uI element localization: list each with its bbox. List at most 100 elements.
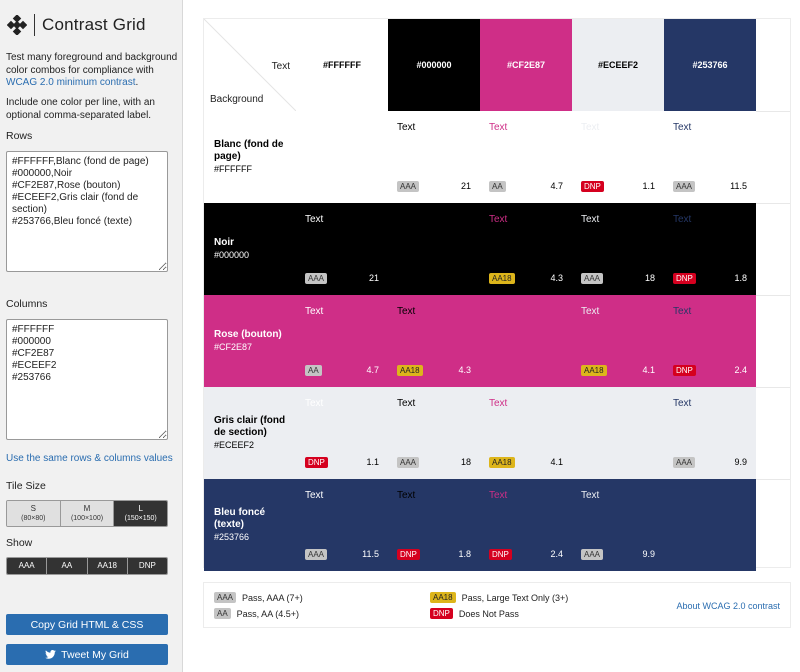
columns-textarea[interactable]: #FFFFFF #000000 #CF2E87 #ECEEF2 #253766 bbox=[6, 319, 168, 440]
tile-size-label: S bbox=[30, 503, 36, 513]
contrast-ratio: 21 bbox=[460, 181, 471, 191]
sample-text: Text bbox=[581, 490, 600, 501]
status-badge: AA18 bbox=[489, 273, 515, 284]
show-filter: AAA AA AA18 DNP bbox=[6, 557, 168, 575]
sample-text: Text bbox=[489, 122, 508, 133]
contrast-ratio: 4.3 bbox=[550, 273, 563, 283]
contrast-cell: Text AA 4.7 bbox=[480, 111, 572, 203]
legend-item: DNP Does Not Pass bbox=[430, 608, 519, 619]
description: Test many foreground and background colo… bbox=[6, 52, 178, 90]
row-header: Noir #000000 bbox=[204, 203, 296, 295]
status-badge: AA18 bbox=[489, 457, 515, 468]
sample-text: Text bbox=[673, 214, 692, 225]
copy-grid-button[interactable]: Copy Grid HTML & CSS bbox=[6, 614, 168, 635]
contrast-cell: Text AA18 4.3 bbox=[480, 203, 572, 295]
contrast-cell bbox=[480, 295, 572, 387]
contrast-cell: Text AAA 21 bbox=[388, 111, 480, 203]
show-label: Show bbox=[6, 537, 33, 549]
grid-logo-icon bbox=[7, 15, 27, 35]
contrast-ratio: 18 bbox=[460, 457, 471, 467]
status-badge: DNP bbox=[581, 181, 604, 192]
contrast-ratio: 1.1 bbox=[642, 181, 655, 191]
tile-size-l-button[interactable]: L (150×150) bbox=[114, 501, 167, 526]
status-badge: DNP bbox=[673, 273, 696, 284]
sample-text: Text bbox=[581, 306, 600, 317]
contrast-ratio: 4.1 bbox=[642, 365, 655, 375]
about-wcag-link[interactable]: About WCAG 2.0 contrast bbox=[676, 601, 780, 611]
legend-text: Pass, AA (4.5+) bbox=[236, 608, 299, 619]
contrast-ratio: 4.7 bbox=[550, 181, 563, 191]
tile-size-dimensions: (150×150) bbox=[124, 514, 157, 522]
sample-text: Text bbox=[581, 122, 600, 133]
row-name: Rose (bouton) bbox=[214, 329, 282, 340]
contrast-cell: Text AAA 9.9 bbox=[572, 479, 664, 571]
tile-size-m-button[interactable]: M (100×100) bbox=[60, 501, 115, 526]
description-2: Include one color per line, with an opti… bbox=[6, 97, 155, 121]
contrast-cell: Text AA 4.7 bbox=[296, 295, 388, 387]
contrast-ratio: 1.8 bbox=[458, 549, 471, 559]
show-aaa-toggle[interactable]: AAA bbox=[7, 558, 48, 574]
corner-text-label: Text bbox=[271, 61, 290, 72]
rows-textarea[interactable]: #FFFFFF,Blanc (fond de page) #000000,Noi… bbox=[6, 151, 168, 272]
contrast-cell: Text AAA 21 bbox=[296, 203, 388, 295]
contrast-ratio: 9.9 bbox=[642, 549, 655, 559]
show-aa18-toggle[interactable]: AA18 bbox=[87, 558, 128, 574]
copy-grid-button-label: Copy Grid HTML & CSS bbox=[30, 618, 144, 631]
contrast-ratio: 9.9 bbox=[734, 457, 747, 467]
sample-text: Text bbox=[673, 398, 692, 409]
status-badge: AA18 bbox=[397, 365, 423, 376]
contrast-cell bbox=[388, 203, 480, 295]
status-badge: DNP bbox=[673, 365, 696, 376]
legend-badge: DNP bbox=[430, 608, 453, 619]
wcag-link[interactable]: WCAG 2.0 minimum contrast bbox=[6, 77, 136, 88]
sample-text: Text bbox=[673, 122, 692, 133]
grid-corner: Text Background bbox=[204, 19, 296, 111]
contrast-ratio: 2.4 bbox=[550, 549, 563, 559]
legend-item: AA18 Pass, Large Text Only (3+) bbox=[430, 592, 568, 603]
row-name: Blanc (fond de page) bbox=[214, 139, 284, 162]
sample-text: Text bbox=[489, 214, 508, 225]
row-name: Bleu foncé (texte) bbox=[214, 507, 266, 530]
sample-text: Text bbox=[581, 214, 600, 225]
legend-badge: AA18 bbox=[430, 592, 456, 603]
tile-size-label: Tile Size bbox=[6, 480, 46, 492]
twitter-bird-icon bbox=[45, 650, 57, 659]
show-aa-toggle[interactable]: AA bbox=[47, 558, 88, 574]
description-text: Test many foreground and background colo… bbox=[6, 52, 178, 76]
show-dnp-toggle[interactable]: DNP bbox=[127, 558, 167, 574]
logo-divider bbox=[34, 14, 35, 36]
tile-size-dimensions: (80×80) bbox=[21, 514, 46, 522]
contrast-ratio: 1.1 bbox=[366, 457, 379, 467]
row-hex: #253766 bbox=[214, 532, 250, 542]
sample-text: Text bbox=[305, 214, 324, 225]
row-name: Gris clair (fond de section) bbox=[214, 415, 286, 438]
rows-label: Rows bbox=[6, 130, 33, 142]
contrast-grid: Text Background #FFFFFF #000000 #CF2E87 #EC… bbox=[203, 18, 791, 571]
contrast-cell bbox=[296, 111, 388, 203]
contrast-ratio: 18 bbox=[644, 273, 655, 283]
tile-size-s-button[interactable]: S (80×80) bbox=[7, 501, 61, 526]
legend-badge: AA bbox=[214, 608, 231, 619]
tweet-button[interactable]: Tweet My Grid bbox=[6, 644, 168, 665]
column-header: #000000 bbox=[388, 19, 480, 111]
tweet-button-label: Tweet My Grid bbox=[61, 648, 129, 661]
status-badge: DNP bbox=[305, 457, 328, 468]
tile-size-label: M bbox=[83, 503, 91, 513]
corner-background-label: Background bbox=[210, 94, 264, 105]
row-hex: #ECEEF2 bbox=[214, 440, 255, 450]
contrast-cell: Text AAA 18 bbox=[388, 387, 480, 479]
column-header: #FFFFFF bbox=[296, 19, 388, 111]
tile-size-label: L bbox=[138, 503, 143, 513]
contrast-cell bbox=[664, 479, 756, 571]
logo: Contrast Grid bbox=[7, 12, 146, 38]
sample-text: Text bbox=[397, 490, 416, 501]
legend: About WCAG 2.0 contrast AAA Pass, AAA (7+… bbox=[203, 582, 791, 628]
row-header: Blanc (fond de page) #FFFFFF bbox=[204, 111, 296, 203]
contrast-cell: Text AAA 18 bbox=[572, 203, 664, 295]
contrast-cell: Text AAA 9.9 bbox=[664, 387, 756, 479]
app-title: Contrast Grid bbox=[42, 15, 146, 34]
status-badge: AAA bbox=[305, 549, 328, 560]
description-period: . bbox=[135, 77, 139, 88]
same-values-link[interactable]: Use the same rows & columns values bbox=[6, 453, 173, 464]
contrast-cell: Text AAA 11.5 bbox=[296, 479, 388, 571]
